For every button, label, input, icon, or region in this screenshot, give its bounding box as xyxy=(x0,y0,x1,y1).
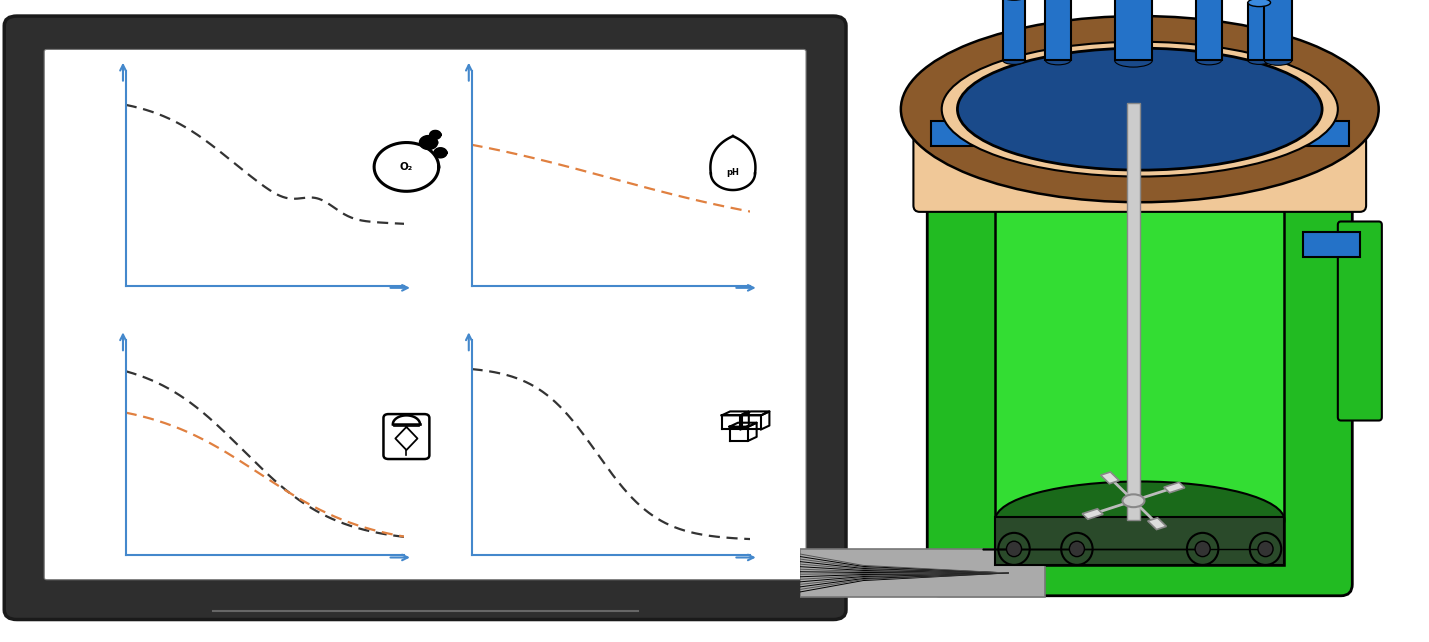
Bar xyxy=(1115,0,1152,60)
Text: O₂: O₂ xyxy=(400,162,413,172)
Polygon shape xyxy=(1163,482,1185,493)
Ellipse shape xyxy=(1248,0,1270,6)
FancyBboxPatch shape xyxy=(44,49,806,580)
Ellipse shape xyxy=(957,48,1322,170)
Ellipse shape xyxy=(900,16,1379,202)
Polygon shape xyxy=(1147,518,1166,530)
FancyBboxPatch shape xyxy=(913,135,1366,212)
Ellipse shape xyxy=(1248,56,1270,64)
Bar xyxy=(1265,0,1292,60)
Ellipse shape xyxy=(1003,56,1026,64)
Polygon shape xyxy=(1082,508,1103,519)
Bar xyxy=(1303,232,1360,257)
Bar xyxy=(1196,0,1222,60)
Text: pH: pH xyxy=(726,168,739,177)
Ellipse shape xyxy=(1265,55,1292,65)
Bar xyxy=(995,517,1285,565)
Circle shape xyxy=(420,136,437,149)
Ellipse shape xyxy=(1046,56,1070,65)
Bar xyxy=(1003,0,1026,60)
Ellipse shape xyxy=(1196,56,1222,65)
Circle shape xyxy=(1258,541,1273,557)
FancyBboxPatch shape xyxy=(4,16,846,620)
Ellipse shape xyxy=(942,42,1338,177)
Bar xyxy=(1046,0,1070,60)
Bar xyxy=(995,196,1285,565)
Circle shape xyxy=(1195,541,1210,557)
FancyBboxPatch shape xyxy=(932,121,1349,146)
Bar xyxy=(1126,103,1140,520)
Ellipse shape xyxy=(1122,494,1145,507)
FancyBboxPatch shape xyxy=(383,414,429,459)
Circle shape xyxy=(1069,541,1085,557)
Bar xyxy=(800,549,1046,597)
Circle shape xyxy=(430,131,440,139)
Polygon shape xyxy=(1100,472,1119,483)
FancyBboxPatch shape xyxy=(927,168,1352,596)
FancyBboxPatch shape xyxy=(1338,221,1382,421)
Ellipse shape xyxy=(1115,54,1152,67)
Circle shape xyxy=(1006,541,1022,557)
Circle shape xyxy=(434,148,446,157)
Ellipse shape xyxy=(995,482,1285,559)
Bar xyxy=(1248,3,1270,60)
